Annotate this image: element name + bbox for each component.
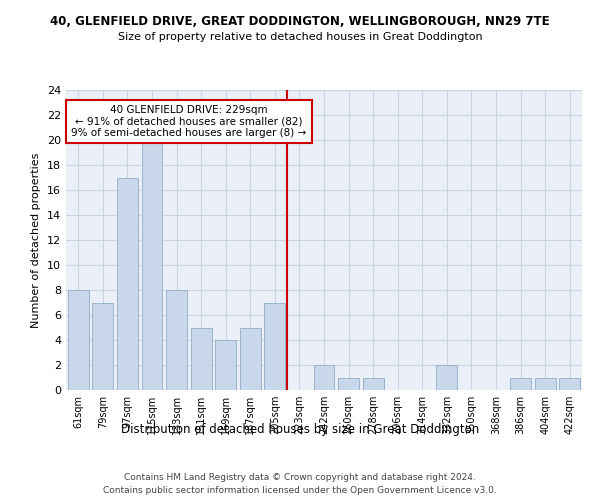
Bar <box>191 328 212 390</box>
Bar <box>559 378 580 390</box>
Text: Size of property relative to detached houses in Great Doddington: Size of property relative to detached ho… <box>118 32 482 42</box>
Bar <box>166 290 187 390</box>
Bar <box>68 290 89 390</box>
Text: Distribution of detached houses by size in Great Doddington: Distribution of detached houses by size … <box>121 422 479 436</box>
Bar <box>117 178 138 390</box>
Text: Contains HM Land Registry data © Crown copyright and database right 2024.: Contains HM Land Registry data © Crown c… <box>124 472 476 482</box>
Bar <box>436 365 457 390</box>
Bar <box>92 302 113 390</box>
Bar <box>215 340 236 390</box>
Text: Contains public sector information licensed under the Open Government Licence v3: Contains public sector information licen… <box>103 486 497 495</box>
Bar <box>362 378 383 390</box>
Bar <box>314 365 334 390</box>
Y-axis label: Number of detached properties: Number of detached properties <box>31 152 41 328</box>
Text: 40 GLENFIELD DRIVE: 229sqm
← 91% of detached houses are smaller (82)
9% of semi-: 40 GLENFIELD DRIVE: 229sqm ← 91% of deta… <box>71 105 307 138</box>
Bar <box>240 328 261 390</box>
Bar <box>142 140 163 390</box>
Bar <box>265 302 286 390</box>
Text: 40, GLENFIELD DRIVE, GREAT DODDINGTON, WELLINGBOROUGH, NN29 7TE: 40, GLENFIELD DRIVE, GREAT DODDINGTON, W… <box>50 15 550 28</box>
Bar <box>338 378 359 390</box>
Bar <box>535 378 556 390</box>
Bar <box>510 378 531 390</box>
